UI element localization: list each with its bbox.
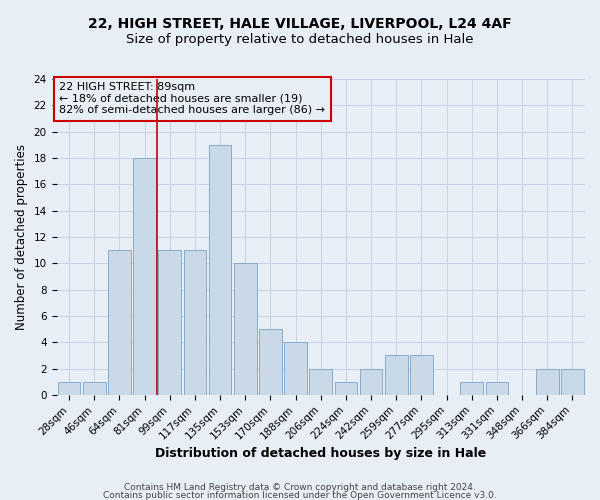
Bar [234, 264, 257, 395]
Text: Contains public sector information licensed under the Open Government Licence v3: Contains public sector information licen… [103, 492, 497, 500]
Bar [284, 342, 307, 395]
Bar [158, 250, 181, 395]
Bar [310, 368, 332, 395]
Bar [335, 382, 357, 395]
Bar [536, 368, 559, 395]
Y-axis label: Number of detached properties: Number of detached properties [15, 144, 28, 330]
Text: 22 HIGH STREET: 89sqm
← 18% of detached houses are smaller (19)
82% of semi-deta: 22 HIGH STREET: 89sqm ← 18% of detached … [59, 82, 325, 116]
Bar [410, 356, 433, 395]
X-axis label: Distribution of detached houses by size in Hale: Distribution of detached houses by size … [155, 447, 487, 460]
Bar [58, 382, 80, 395]
Bar [485, 382, 508, 395]
Bar [209, 145, 232, 395]
Bar [133, 158, 156, 395]
Text: 22, HIGH STREET, HALE VILLAGE, LIVERPOOL, L24 4AF: 22, HIGH STREET, HALE VILLAGE, LIVERPOOL… [88, 18, 512, 32]
Bar [360, 368, 382, 395]
Text: Size of property relative to detached houses in Hale: Size of property relative to detached ho… [126, 32, 474, 46]
Bar [460, 382, 483, 395]
Bar [385, 356, 407, 395]
Bar [83, 382, 106, 395]
Bar [108, 250, 131, 395]
Text: Contains HM Land Registry data © Crown copyright and database right 2024.: Contains HM Land Registry data © Crown c… [124, 483, 476, 492]
Bar [561, 368, 584, 395]
Bar [259, 329, 282, 395]
Bar [184, 250, 206, 395]
